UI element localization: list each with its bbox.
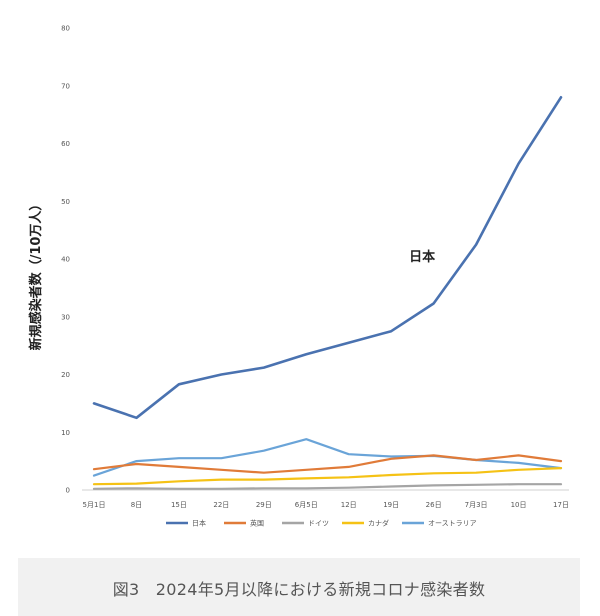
legend-label: 英国 <box>250 519 264 528</box>
x-tick-label: 19日 <box>383 501 399 509</box>
y-tick-label: 40 <box>61 256 70 264</box>
legend-label: ドイツ <box>308 520 329 528</box>
x-tick-label: 26日 <box>426 501 442 509</box>
caption-band: 図3 2024年5月以降における新規コロナ感染者数 <box>18 558 580 616</box>
y-tick-label: 0 <box>66 487 70 495</box>
y-tick-label: 50 <box>61 198 70 206</box>
series-annotation: 日本 <box>409 249 435 265</box>
x-tick-label: 7月3日 <box>465 501 488 509</box>
x-tick-label: 10日 <box>511 501 527 509</box>
y-tick-label: 70 <box>61 82 70 90</box>
y-tick-label: 80 <box>61 25 70 33</box>
figure-caption: 図3 2024年5月以降における新規コロナ感染者数 <box>112 580 486 599</box>
legend-label: カナダ <box>368 519 389 528</box>
x-tick-label: 5月1日 <box>83 501 106 509</box>
y-tick-label: 60 <box>61 140 70 148</box>
line-chart: 0 10 20 30 40 50 60 70 80 5月1日 8日 15日 22日 29日 6月5日 12日 1… <box>28 25 569 528</box>
series-line-2 <box>92 454 563 474</box>
x-tick-label: 22日 <box>213 501 229 509</box>
series-line-4 <box>92 467 563 486</box>
y-axis-label: 新規感染者数（/10万人） <box>28 198 44 351</box>
y-tick-label: 10 <box>61 429 70 437</box>
x-tick-label: 8日 <box>131 501 142 509</box>
legend-label: オーストラリア <box>428 520 477 528</box>
x-tick-label: 15日 <box>171 501 187 509</box>
y-tick-label: 30 <box>61 313 70 321</box>
series-line-5 <box>92 438 563 477</box>
legend-label: 日本 <box>192 519 206 528</box>
x-tick-label: 6月5日 <box>295 501 318 509</box>
x-tick-label: 29日 <box>256 501 272 509</box>
series-line-1 <box>92 96 563 420</box>
y-tick-label: 20 <box>61 371 70 379</box>
x-tick-label: 17日 <box>553 501 569 509</box>
series-line-3 <box>92 483 563 490</box>
x-tick-label: 12日 <box>341 501 357 509</box>
chart-figure: 0 10 20 30 40 50 60 70 80 5月1日 8日 15日 22日 29日 6月5日 12日 1… <box>14 10 584 616</box>
